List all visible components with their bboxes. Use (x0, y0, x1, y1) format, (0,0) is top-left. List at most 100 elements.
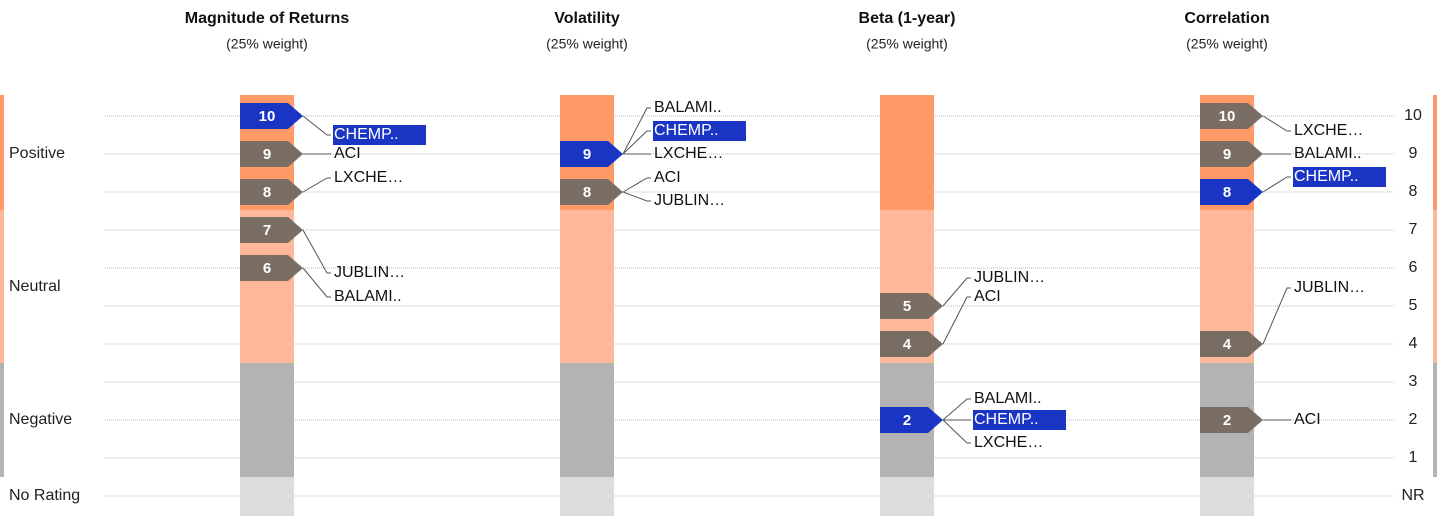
score-value: 10 (259, 108, 276, 125)
leader-line (942, 398, 971, 421)
score-badge (240, 217, 303, 243)
scale-label: 7 (1409, 221, 1418, 238)
leader-line (302, 177, 331, 193)
selected-highlight (973, 410, 1066, 430)
rating-bar-segment (240, 363, 294, 477)
scale-label: 1 (1409, 449, 1418, 466)
column-subtitle: (25% weight) (226, 36, 308, 52)
score-badge (560, 141, 623, 167)
column-title: Beta (1-year) (859, 10, 956, 27)
band-label: Neutral (9, 278, 61, 295)
ticker-label: BALAMI.. (974, 390, 1042, 407)
score-badge (1200, 141, 1263, 167)
column-subtitle: (25% weight) (546, 36, 628, 52)
left-strip-neutral (0, 210, 4, 363)
ticker-label: ACI (1294, 411, 1321, 428)
scale-label: 5 (1409, 297, 1418, 314)
scale-label: NR (1401, 487, 1424, 504)
scale-label: 8 (1409, 183, 1418, 200)
ticker-label: ACI (334, 145, 361, 162)
ticker-label: JUBLIN… (974, 269, 1045, 286)
score-badge (1200, 179, 1263, 205)
ticker-label: JUBLIN… (654, 192, 725, 209)
ticker-label: CHEMP.. (1294, 168, 1359, 185)
rating-bar-segment (1200, 477, 1254, 516)
score-value: 8 (583, 184, 591, 201)
leader-line (302, 229, 331, 274)
left-strip-positive (0, 95, 4, 210)
score-badge (240, 179, 303, 205)
rating-bar-segment (880, 477, 934, 516)
score-badge (1200, 103, 1263, 129)
score-badge (880, 293, 943, 319)
ticker-label: ACI (974, 288, 1001, 305)
leader-line (302, 115, 331, 136)
rating-bar-segment (560, 210, 614, 363)
right-strip-negative (1433, 363, 1437, 477)
ticker-label: BALAMI.. (334, 288, 402, 305)
selected-highlight (653, 121, 746, 141)
band-label: Positive (9, 145, 65, 162)
score-badge (1200, 331, 1263, 357)
ticker-label: LXCHE… (654, 145, 723, 162)
leader-line (1262, 287, 1291, 345)
score-value: 8 (263, 184, 271, 201)
ticker-label: BALAMI.. (654, 99, 722, 116)
ticker-label: BALAMI.. (1294, 145, 1362, 162)
right-strip-neutral (1433, 210, 1437, 363)
rating-bar-segment (560, 477, 614, 516)
score-badge (880, 407, 943, 433)
scale-label: 4 (1409, 335, 1418, 352)
score-value: 9 (1223, 146, 1231, 163)
rating-bar-segment (560, 363, 614, 477)
score-value: 6 (263, 260, 271, 277)
score-value: 5 (903, 298, 911, 315)
leader-line (1262, 176, 1291, 193)
scale-label: 10 (1404, 107, 1422, 124)
leader-line (622, 130, 651, 155)
rating-bar-segment (240, 477, 294, 516)
band-label: Negative (9, 411, 72, 428)
ticker-label: LXCHE… (334, 169, 403, 186)
ticker-label: JUBLIN… (1294, 279, 1365, 296)
selected-highlight (1293, 167, 1386, 187)
score-value: 2 (1223, 412, 1231, 429)
score-badge (240, 103, 303, 129)
column-subtitle: (25% weight) (1186, 36, 1268, 52)
scale-label: 6 (1409, 259, 1418, 276)
right-strip-positive (1433, 95, 1437, 210)
leader-line (622, 191, 651, 202)
ticker-label: ACI (654, 169, 681, 186)
score-badge (1200, 407, 1263, 433)
column-title: Magnitude of Returns (185, 10, 350, 27)
leader-line (942, 277, 971, 307)
leader-line (302, 267, 331, 298)
scale-label: 9 (1409, 145, 1418, 162)
scale-label: 3 (1409, 373, 1418, 390)
leader-line (622, 177, 651, 193)
score-badge (240, 255, 303, 281)
rating-bar-segment (880, 95, 934, 210)
score-badge (240, 141, 303, 167)
ticker-label: LXCHE… (974, 434, 1043, 451)
column-subtitle: (25% weight) (866, 36, 948, 52)
leader-line (942, 296, 971, 345)
band-label: No Rating (9, 487, 80, 504)
leader-line (942, 419, 971, 444)
score-value: 9 (263, 146, 271, 163)
leader-line (622, 107, 651, 155)
scale-label: 2 (1409, 411, 1418, 428)
score-value: 4 (903, 336, 912, 353)
score-value: 7 (263, 222, 271, 239)
score-badge (560, 179, 623, 205)
score-badge (880, 331, 943, 357)
ticker-label: CHEMP.. (974, 411, 1039, 428)
score-value: 10 (1219, 108, 1236, 125)
score-value: 8 (1223, 184, 1231, 201)
column-title: Correlation (1184, 10, 1269, 27)
score-value: 4 (1223, 336, 1232, 353)
score-value: 2 (903, 412, 911, 429)
ticker-label: JUBLIN… (334, 264, 405, 281)
ticker-label: CHEMP.. (334, 126, 399, 143)
